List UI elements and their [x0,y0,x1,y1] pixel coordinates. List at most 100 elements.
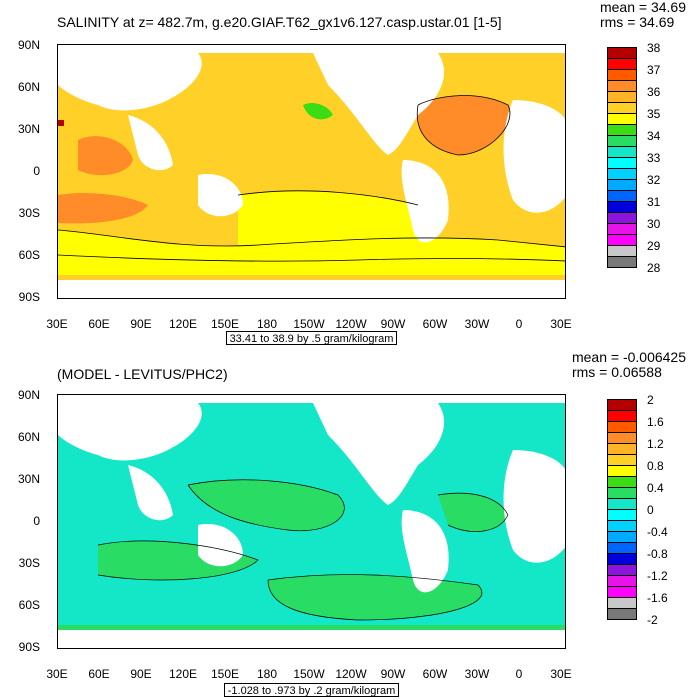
lon-label: 60W [422,317,448,331]
lon-label: 150W [293,667,325,681]
lat-label: 60S [18,598,40,612]
lon-label: 30W [464,667,490,681]
mean-value: mean = -0.006425 [571,349,686,365]
lon-label: 120W [335,667,367,681]
lat-label: 30N [17,472,40,486]
lon-label: 90E [130,317,152,331]
mean-value: mean = 34.69 [599,0,686,15]
land-antarctica [58,280,565,298]
colorbar-label: 37 [647,63,661,77]
stats-block: mean = 34.69 rms = 34.69 [600,0,686,30]
lon-label: 120E [168,667,198,681]
lat-label: 30S [18,206,40,220]
colorbar-label: -2 [647,613,658,627]
lat-label: 60N [17,80,40,94]
land-south-america [401,510,449,593]
colorbar [607,399,637,620]
panel-title: (MODEL - LEVITUS/PHC2) [57,366,228,382]
colorbar-label: 35 [647,107,661,121]
land-arctic [58,45,565,53]
colorbar-label: -1.2 [647,569,668,583]
lon-label: 90W [380,667,406,681]
lat-label: 90N [17,38,40,52]
lon-label: 150E [210,667,240,681]
lon-label: 60W [422,667,448,681]
colorbar-swatch [607,608,637,620]
colorbar-label: 29 [647,239,661,253]
land-eurasia [58,403,202,461]
lat-label: 90S [18,640,40,654]
colorbar-label: 36 [647,85,661,99]
colorbar-label: -0.8 [647,547,668,561]
colorbar-label: 34 [647,129,661,143]
arabian-sea-salty [78,136,133,176]
north-pacific-low [303,103,333,120]
pacific-fresh-area [238,190,428,245]
lat-label: 60S [18,248,40,262]
lon-label: 0 [515,667,523,681]
lon-label: 0 [515,317,523,331]
contour-range-label: 33.41 to 38.9 by .5 gram/kilogram [226,331,397,345]
colorbar-label: 28 [647,261,661,275]
colorbar-label: 0.4 [647,481,664,495]
colorbar [607,47,637,268]
colorbar-label: 1.6 [647,415,664,429]
panel-title: SALINITY at z= 482.7m, g.e20.GIAF.T62_gx… [57,14,502,30]
contour-range-label: -1.028 to .973 by .2 gram/kilogram [224,683,399,697]
colorbar-label: 38 [647,41,661,55]
southern-fresh-band [58,230,565,275]
lon-label: 90E [130,667,152,681]
lon-label: 180 [256,667,278,681]
difference-map-svg [58,395,565,648]
lon-label: 150W [293,317,325,331]
land-africa [503,450,565,563]
colorbar-label: 33 [647,151,661,165]
lat-label: 90N [17,388,40,402]
colorbar-label: 30 [647,217,661,231]
colorbar-label: 32 [647,173,661,187]
south-indian-salty [58,193,148,224]
lon-label: 90W [380,317,406,331]
stats-block: mean = -0.006425 rms = 0.06588 [572,350,686,380]
rms-value: rms = 0.06588 [571,364,662,380]
salinity-panel: SALINITY at z= 482.7m, g.e20.GIAF.T62_gx… [17,0,686,345]
lat-label: 30N [17,122,40,136]
colorbar-swatch [607,256,637,268]
difference-map [57,394,566,649]
lat-label: 0 [33,514,40,528]
lon-label: 30E [46,317,68,331]
colorbar-label: 2 [647,393,654,407]
positive-anomaly-atlantic [438,493,508,532]
lat-label: 0 [33,164,40,178]
colorbar-label: 0 [647,503,654,517]
colorbar-label: 31 [647,195,661,209]
land-antarctica [58,630,565,648]
colorbar-label: -0.4 [647,525,668,539]
lon-label: 60E [88,317,110,331]
lon-label: 150E [210,317,240,331]
land-australia [198,524,243,567]
difference-panel: (MODEL - LEVITUS/PHC2) mean = -0.006425 … [0,350,700,700]
land-australia [198,174,243,217]
rms-value: rms = 34.69 [599,14,675,30]
lon-label: 180 [256,317,278,331]
salinity-map-svg [58,45,565,298]
land-north-america [313,53,445,155]
land-india [128,465,173,521]
colorbar-label: 1.2 [647,437,664,451]
salinity-map [57,44,566,299]
colorbar-label: -1.6 [647,591,668,605]
land-south-america [401,160,449,243]
colorbar-label: 0.8 [647,459,664,473]
positive-anomaly-pacific [188,479,345,531]
lat-label: 90S [18,290,40,304]
lon-label: 60E [88,667,110,681]
land-africa [503,100,565,213]
lat-label: 60N [17,430,40,444]
lon-label: 30W [464,317,490,331]
lon-label: 30E [46,667,68,681]
lon-label: 120W [335,317,367,331]
land-north-america [313,403,445,505]
north-atlantic-salty [417,95,510,155]
lon-label: 30E [550,667,572,681]
